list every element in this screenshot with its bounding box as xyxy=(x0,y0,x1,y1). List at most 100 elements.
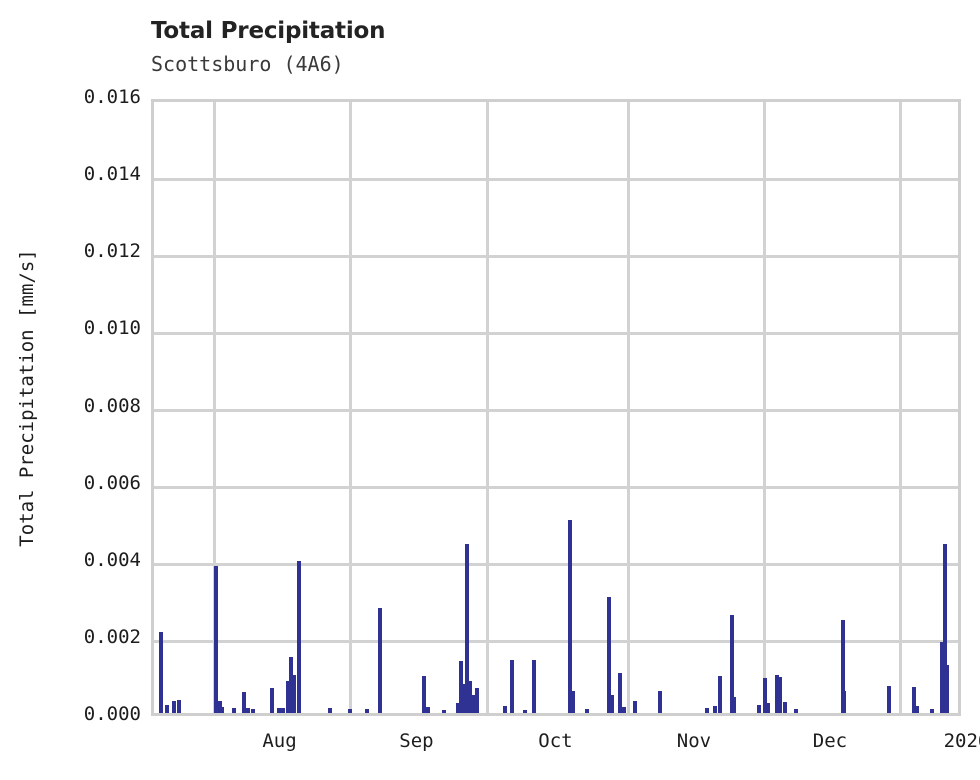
bar xyxy=(328,708,332,713)
y-tick-label: 0.006 xyxy=(83,471,141,494)
grid-layer xyxy=(154,102,958,713)
bar xyxy=(571,690,575,713)
h-gridline xyxy=(154,486,958,490)
v-gridline xyxy=(349,102,353,713)
bar xyxy=(464,544,469,713)
bar xyxy=(475,688,480,713)
bar xyxy=(285,681,290,713)
y-tick-label: 0.010 xyxy=(83,317,141,340)
bar xyxy=(158,632,163,713)
x-tick-label: Oct xyxy=(538,730,573,752)
bar xyxy=(762,677,767,713)
bar xyxy=(467,681,472,713)
bar xyxy=(609,695,614,713)
bar xyxy=(276,707,281,713)
bar xyxy=(944,664,949,713)
chart-subtitle: Scottsburo (4A6) xyxy=(151,52,344,76)
bar xyxy=(426,706,431,713)
bar xyxy=(296,560,301,713)
bar xyxy=(458,660,463,713)
bar xyxy=(568,520,573,713)
h-gridline xyxy=(154,563,958,567)
y-tick-label: 0.012 xyxy=(83,240,141,263)
bar xyxy=(606,597,611,713)
x-axis-tick-labels: Aug Sep Oct Nov Dec 2026 xyxy=(151,730,980,760)
bar xyxy=(774,675,779,713)
v-gridline xyxy=(486,102,490,713)
bar xyxy=(617,673,622,713)
x-tick-label: Aug xyxy=(262,730,297,752)
bar xyxy=(782,702,787,713)
v-gridline xyxy=(627,102,631,713)
y-tick-label: 0.008 xyxy=(83,394,141,417)
bar xyxy=(348,709,353,713)
bar xyxy=(942,544,947,713)
v-gridline xyxy=(763,102,767,713)
x-tick-label: Nov xyxy=(676,730,712,752)
bar xyxy=(632,701,637,713)
bar xyxy=(288,657,293,713)
y-tick-label: 0.014 xyxy=(83,163,141,186)
bar xyxy=(241,691,246,713)
bar xyxy=(177,699,182,713)
bar xyxy=(172,700,176,713)
bar xyxy=(270,687,275,713)
bar xyxy=(461,683,466,713)
v-gridline xyxy=(899,102,903,713)
bar xyxy=(718,675,723,713)
bar xyxy=(794,709,798,713)
bar xyxy=(531,660,536,713)
bar xyxy=(281,707,286,713)
bar-series-total-precipitation xyxy=(154,102,958,713)
bar xyxy=(291,675,296,713)
bar xyxy=(585,709,590,713)
bar xyxy=(421,675,426,713)
y-tick-label: 0.004 xyxy=(83,548,141,571)
bar xyxy=(730,615,735,713)
bar xyxy=(365,709,370,713)
bar xyxy=(777,676,782,713)
chart-title: Total Precipitation xyxy=(151,18,386,44)
bar xyxy=(232,707,237,713)
bar xyxy=(441,709,446,713)
bar xyxy=(915,706,920,713)
h-gridline xyxy=(154,331,958,335)
bar xyxy=(213,566,218,713)
x-tick-label: Dec xyxy=(812,730,848,752)
bar xyxy=(250,709,255,713)
h-gridline xyxy=(154,409,958,412)
bar xyxy=(510,660,515,713)
bar xyxy=(218,701,222,713)
bar xyxy=(455,703,460,713)
h-gridline xyxy=(154,177,958,181)
h-gridline xyxy=(154,640,958,644)
bar xyxy=(930,708,934,713)
bar xyxy=(704,707,709,713)
bar xyxy=(842,691,847,713)
bar xyxy=(658,690,662,713)
bar xyxy=(245,708,250,713)
y-tick-label: 0.002 xyxy=(83,625,141,648)
v-gridline xyxy=(212,102,216,713)
bar xyxy=(522,709,527,713)
y-tick-label: 0.000 xyxy=(83,703,141,725)
y-axis-tick-labels: 0.016 0.014 0.012 0.010 0.008 0.006 0.004 0.002… xyxy=(0,86,141,725)
bar xyxy=(377,608,382,713)
y-tick-label: 0.016 xyxy=(83,86,141,108)
bar xyxy=(164,704,169,713)
bar xyxy=(886,686,891,713)
bar xyxy=(502,705,507,713)
bar xyxy=(713,706,717,713)
plot-area xyxy=(151,99,961,716)
bar xyxy=(756,704,761,713)
bar xyxy=(765,703,770,713)
bar xyxy=(621,706,626,713)
bar xyxy=(731,696,736,713)
bar xyxy=(220,706,225,713)
x-tick-label: Sep xyxy=(399,730,434,752)
bar xyxy=(912,686,917,713)
h-gridline xyxy=(154,254,958,258)
bar xyxy=(470,695,475,713)
bar xyxy=(939,641,944,713)
